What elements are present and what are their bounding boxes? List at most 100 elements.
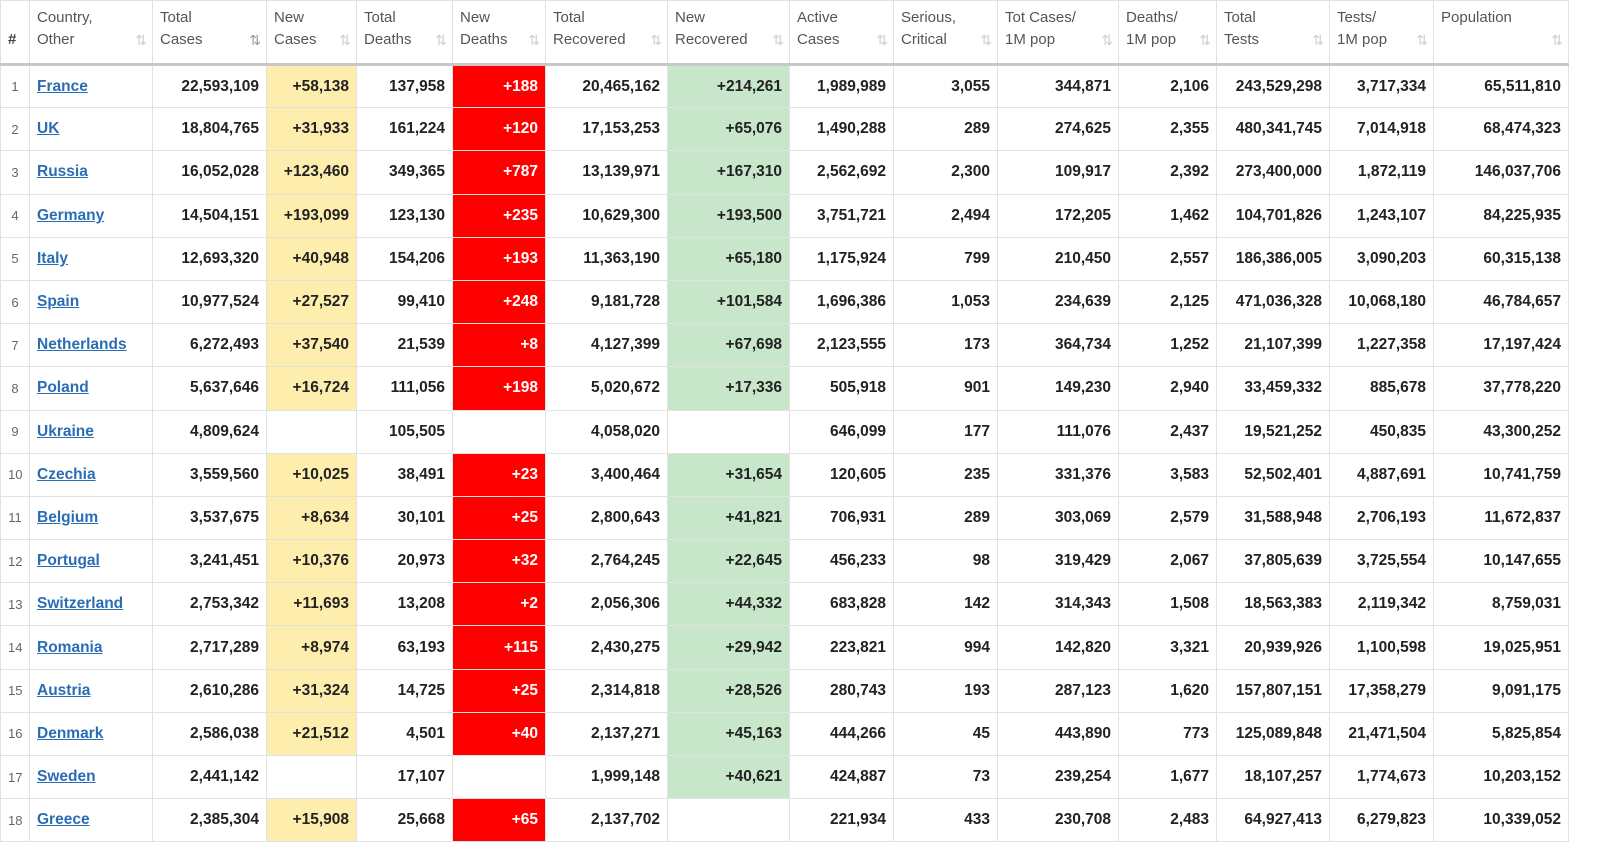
population-link[interactable]: 10,147,655 xyxy=(1483,552,1561,570)
population-link[interactable]: 68,474,323 xyxy=(1483,120,1561,138)
cell-new-cases: +31,933 xyxy=(266,107,357,152)
country-link[interactable]: Sweden xyxy=(37,768,96,786)
population-link[interactable]: 10,203,152 xyxy=(1483,768,1561,786)
column-header-new-recovered[interactable]: New Recovered ⇅ xyxy=(667,0,790,66)
cell-total-tests: 18,563,383 xyxy=(1216,582,1330,627)
cell-active-cases: 1,989,989 xyxy=(789,63,894,109)
country-link[interactable]: Austria xyxy=(37,681,91,699)
sort-icon[interactable]: ⇅ xyxy=(876,32,888,48)
population-link[interactable]: 65,511,810 xyxy=(1484,77,1561,95)
sort-icon[interactable]: ⇅ xyxy=(1312,32,1324,48)
population-link[interactable]: 8,759,031 xyxy=(1492,595,1561,613)
cell-new-deaths xyxy=(452,409,546,454)
cell-new-recovered: +29,942 xyxy=(667,625,790,670)
sort-icon[interactable]: ⇅ xyxy=(980,32,992,48)
country-link[interactable]: Switzerland xyxy=(37,595,124,613)
column-header-tests-per-m[interactable]: Tests/ 1M pop ⇅ xyxy=(1329,0,1434,66)
cell-total-cases: 3,559,560 xyxy=(152,452,267,497)
cell-tests-per-m: 1,872,119 xyxy=(1329,150,1434,195)
cell-deaths-per-m: 2,579 xyxy=(1118,495,1217,541)
cell-population: 43,300,252 xyxy=(1433,409,1569,454)
cell-num: 15 xyxy=(0,668,30,713)
column-header-active-cases[interactable]: Active Cases ⇅ xyxy=(789,0,894,66)
country-link[interactable]: Spain xyxy=(37,293,80,311)
sort-icon[interactable]: ⇅ xyxy=(1101,32,1113,48)
cell-total-cases: 2,441,142 xyxy=(152,754,267,800)
population-link[interactable]: 46,784,657 xyxy=(1483,293,1561,311)
table-row: 18 Greece 2,385,304 +15,908 25,668 +65 2,137,7… xyxy=(0,798,1569,843)
cell-new-recovered: +44,332 xyxy=(667,582,790,627)
sort-icon[interactable]: ⇅ xyxy=(339,32,351,48)
cell-deaths-per-m: 2,483 xyxy=(1118,798,1217,843)
population-link[interactable]: 5,825,854 xyxy=(1492,724,1561,742)
column-header-total-cases[interactable]: Total Cases ⇅ xyxy=(152,0,267,66)
country-link[interactable]: Ukraine xyxy=(37,422,94,440)
column-header-country[interactable]: Country, Other ⇅ xyxy=(29,0,153,66)
cell-num: 13 xyxy=(0,582,30,627)
cell-population: 8,759,031 xyxy=(1433,582,1569,627)
country-link[interactable]: Italy xyxy=(37,249,69,267)
country-link[interactable]: Denmark xyxy=(37,724,104,742)
column-header-total-tests[interactable]: Total Tests ⇅ xyxy=(1216,0,1330,66)
sort-icon[interactable]: ⇅ xyxy=(1199,32,1211,48)
sort-icon[interactable]: ⇅ xyxy=(135,32,147,48)
sort-icon[interactable]: ⇅ xyxy=(528,32,540,48)
sort-icon[interactable]: ⇅ xyxy=(772,32,784,48)
country-link[interactable]: Belgium xyxy=(37,508,99,526)
cell-total-cases: 3,241,451 xyxy=(152,539,267,584)
population-link[interactable]: 10,339,052 xyxy=(1483,811,1561,829)
table-row: 6 Spain 10,977,524 +27,527 99,410 +248 9,181,7… xyxy=(0,279,1569,325)
column-header-deaths-per-m[interactable]: Deaths/ 1M pop ⇅ xyxy=(1118,0,1217,66)
country-link[interactable]: UK xyxy=(37,120,60,138)
sort-icon[interactable]: ⇅ xyxy=(650,32,662,48)
country-link[interactable]: Romania xyxy=(37,638,103,656)
cell-total-recovered: 9,181,728 xyxy=(545,279,668,325)
sort-icon[interactable]: ⇅ xyxy=(249,32,261,48)
country-link[interactable]: Greece xyxy=(37,811,90,829)
cell-new-recovered: +41,821 xyxy=(667,495,790,541)
population-link[interactable]: 9,091,175 xyxy=(1492,681,1561,699)
sort-icon[interactable]: ⇅ xyxy=(435,32,447,48)
column-header-population[interactable]: Population ⇅ xyxy=(1433,0,1569,66)
country-link[interactable]: Germany xyxy=(37,206,105,224)
population-link[interactable]: 146,037,706 xyxy=(1474,163,1561,181)
cell-total-tests: 37,805,639 xyxy=(1216,539,1330,584)
cell-total-deaths: 349,365 xyxy=(356,150,453,195)
country-link[interactable]: Netherlands xyxy=(37,336,127,354)
column-header-new-deaths[interactable]: New Deaths ⇅ xyxy=(452,0,546,66)
cell-deaths-per-m: 2,557 xyxy=(1118,236,1217,281)
country-link[interactable]: Russia xyxy=(37,163,88,181)
cell-new-recovered: +17,336 xyxy=(667,366,790,411)
sort-icon[interactable]: ⇅ xyxy=(1551,32,1563,48)
cell-total-recovered: 5,020,672 xyxy=(545,366,668,411)
column-header-cases-per-m[interactable]: Tot Cases/ 1M pop ⇅ xyxy=(997,0,1119,66)
population-link[interactable]: 10,741,759 xyxy=(1483,465,1561,483)
column-header-serious[interactable]: Serious, Critical ⇅ xyxy=(893,0,998,66)
column-header-total-deaths[interactable]: Total Deaths ⇅ xyxy=(356,0,453,66)
population-link[interactable]: 43,300,252 xyxy=(1483,422,1561,440)
cell-total-recovered: 2,137,702 xyxy=(545,798,668,843)
column-header-label: Total Recovered xyxy=(553,9,626,48)
cell-total-tests: 64,927,413 xyxy=(1216,798,1330,843)
column-header-label: Total Tests xyxy=(1224,9,1260,48)
cell-new-deaths: +25 xyxy=(452,495,546,541)
sort-icon[interactable]: ⇅ xyxy=(1416,32,1428,48)
country-link[interactable]: Poland xyxy=(37,379,89,397)
table-row: 17 Sweden 2,441,142 17,107 1,999,148 +40,621 4… xyxy=(0,754,1569,800)
population-link[interactable]: 60,315,138 xyxy=(1483,249,1561,267)
population-link[interactable]: 19,025,951 xyxy=(1483,638,1561,656)
country-link[interactable]: Portugal xyxy=(37,552,100,570)
population-link[interactable]: 11,672,837 xyxy=(1484,508,1561,526)
cell-country: Austria xyxy=(29,668,153,713)
population-link[interactable]: 37,778,220 xyxy=(1483,379,1561,397)
cell-total-deaths: 137,958 xyxy=(356,63,453,109)
country-link[interactable]: France xyxy=(37,77,88,95)
country-link[interactable]: Czechia xyxy=(37,465,96,483)
population-link[interactable]: 17,197,424 xyxy=(1483,336,1561,354)
column-header-new-cases[interactable]: New Cases ⇅ xyxy=(266,0,357,66)
cell-total-deaths: 63,193 xyxy=(356,625,453,670)
cell-active-cases: 1,175,924 xyxy=(789,236,894,281)
population-link[interactable]: 84,225,935 xyxy=(1483,206,1561,224)
cell-deaths-per-m: 1,508 xyxy=(1118,582,1217,627)
column-header-total-recovered[interactable]: Total Recovered ⇅ xyxy=(545,0,668,66)
